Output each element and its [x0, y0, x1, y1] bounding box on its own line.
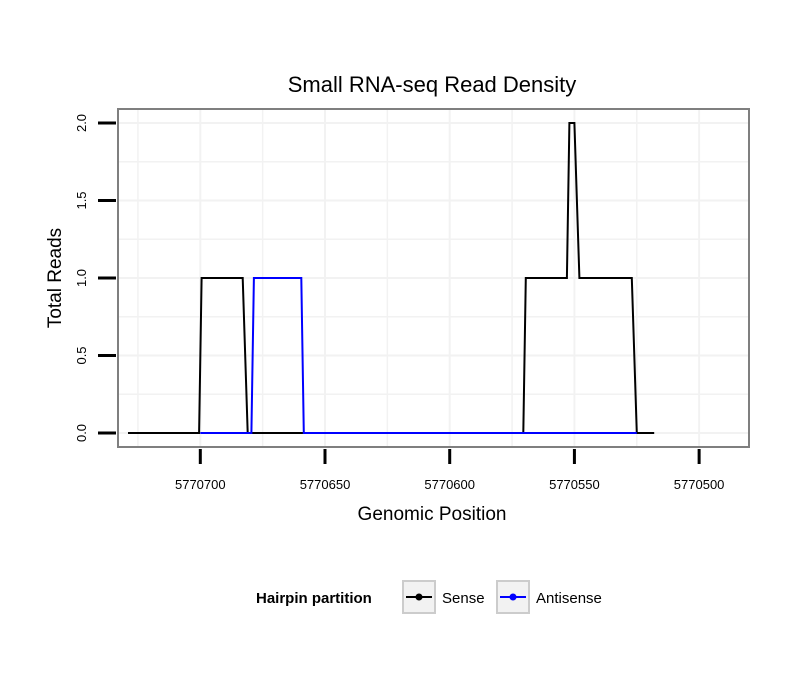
- x-axis-label: Genomic Position: [358, 504, 507, 525]
- y-tick-label: 0.5: [74, 346, 89, 364]
- y-tick-label: 1.0: [74, 269, 89, 287]
- chart-title: Small RNA-seq Read Density: [288, 72, 577, 97]
- x-tick-label: 5770500: [674, 477, 725, 492]
- x-axis: 5770700 5770650 5770600 5770550 5770500: [175, 449, 724, 492]
- y-tick-label: 0.0: [74, 424, 89, 442]
- x-tick-label: 5770650: [300, 477, 351, 492]
- legend: Hairpin partition Sense Antisense: [256, 580, 602, 614]
- x-tick-label: 5770600: [424, 477, 475, 492]
- series-line-antisense: [200, 277, 637, 434]
- grid: [118, 109, 749, 447]
- legend-item-sense: Sense: [402, 580, 485, 614]
- y-tick-label: 1.5: [74, 191, 89, 209]
- x-tick-label: 5770700: [175, 477, 226, 492]
- legend-item-antisense: Antisense: [496, 580, 602, 614]
- y-tick-label: 2.0: [74, 114, 89, 132]
- series-line-sense: [128, 122, 655, 434]
- y-axis-label: Total Reads: [45, 228, 66, 328]
- legend-dot-antisense: [509, 593, 517, 601]
- legend-label-sense: Sense: [442, 590, 485, 607]
- series-layer: [128, 122, 655, 434]
- legend-label-antisense: Antisense: [536, 590, 602, 607]
- plot-panel: [117, 108, 750, 448]
- y-axis: 0.0 0.5 1.0 1.5 2.0: [74, 114, 116, 442]
- legend-title: Hairpin partition: [256, 590, 372, 607]
- x-tick-label: 5770550: [549, 477, 600, 492]
- legend-dot-sense: [415, 593, 423, 601]
